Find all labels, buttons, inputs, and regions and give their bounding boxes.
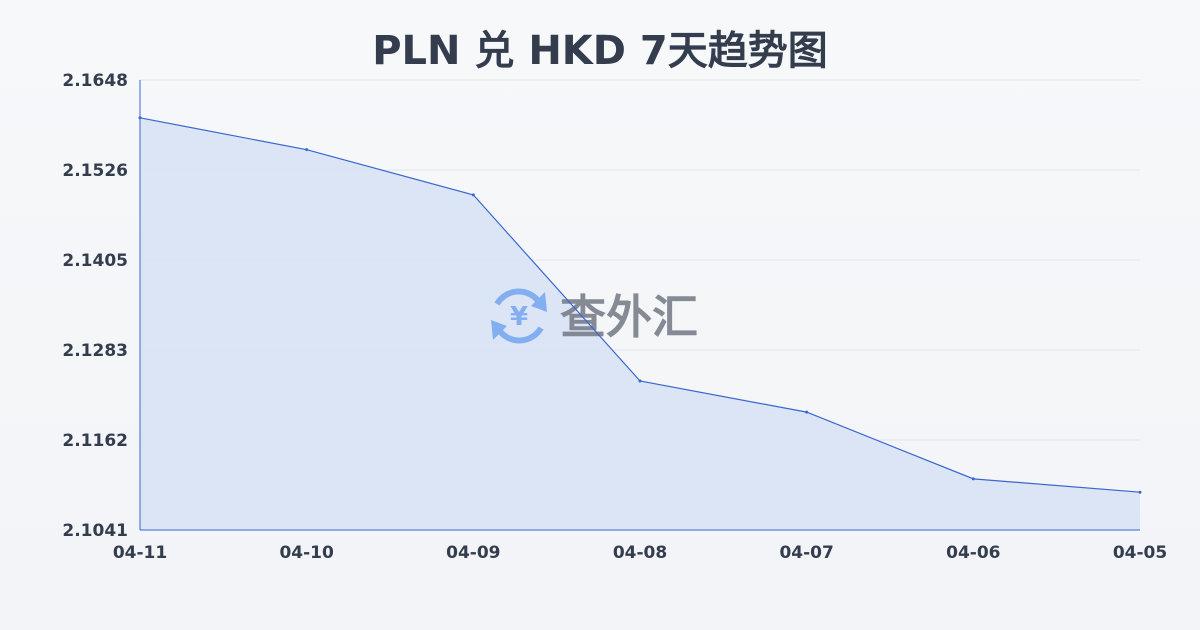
svg-text:¥: ¥ xyxy=(510,302,528,332)
y-tick-label: 2.1162 xyxy=(62,431,128,451)
x-tick-label: 04-06 xyxy=(946,543,1000,563)
x-tick-label: 04-11 xyxy=(113,543,167,563)
y-tick-label: 2.1041 xyxy=(62,521,128,541)
x-tick-label: 04-07 xyxy=(779,543,833,563)
y-tick-label: 2.1405 xyxy=(62,251,128,271)
data-point-04-05 xyxy=(1138,490,1142,494)
data-point-04-11 xyxy=(138,116,142,120)
x-tick-label: 04-08 xyxy=(613,543,667,563)
x-tick-label: 04-10 xyxy=(279,543,334,563)
data-point-04-07 xyxy=(805,410,809,414)
area-fill xyxy=(140,117,1140,530)
yen-exchange-icon: ¥ xyxy=(491,288,547,344)
data-point-04-06 xyxy=(971,477,975,481)
svg-text:查外汇: 查外汇 xyxy=(560,290,698,344)
y-tick-label: 2.1526 xyxy=(62,161,128,181)
data-point-04-08 xyxy=(638,379,642,383)
data-point-04-10 xyxy=(305,148,309,152)
x-tick-label: 04-05 xyxy=(1113,543,1167,563)
y-tick-label: 2.1283 xyxy=(62,341,128,361)
y-tick-label: 2.1648 xyxy=(62,71,128,91)
chart-title: PLN 兑 HKD 7天趋势图 xyxy=(372,28,828,74)
data-point-04-09 xyxy=(471,193,475,197)
x-tick-label: 04-09 xyxy=(446,543,500,563)
